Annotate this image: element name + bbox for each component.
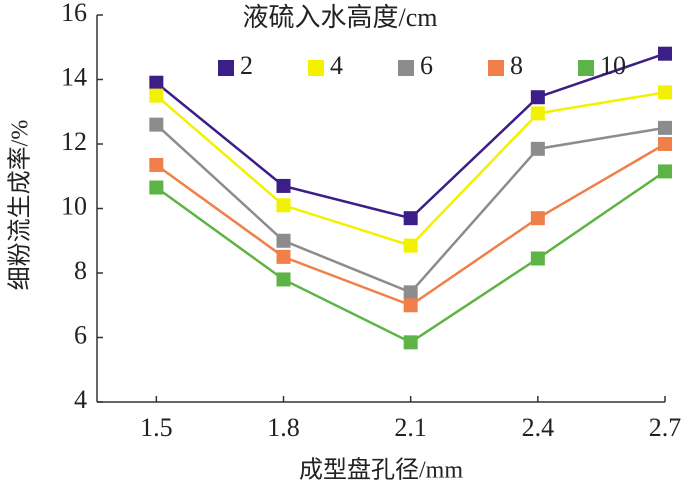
y-tick-label: 8	[74, 256, 87, 285]
point	[530, 211, 545, 226]
point	[149, 88, 164, 103]
point	[403, 285, 418, 300]
point	[658, 137, 672, 151]
legend-swatch	[488, 60, 504, 76]
y-tick-label: 12	[61, 127, 87, 156]
legend-label: 10	[600, 51, 626, 80]
x-tick-label: 2.4	[522, 413, 555, 442]
point	[403, 335, 418, 350]
legend-swatch	[218, 60, 234, 76]
y-tick-label: 14	[61, 62, 87, 91]
y-tick-label: 10	[61, 191, 87, 220]
point	[658, 46, 672, 61]
y-axis-title: 细粉流生成率/%	[7, 120, 34, 291]
point	[530, 106, 545, 121]
point	[276, 272, 291, 287]
point	[530, 251, 545, 266]
y-tick-label: 4	[74, 385, 87, 414]
point	[149, 157, 164, 172]
x-tick-label: 2.7	[649, 413, 682, 442]
series-line	[155, 123, 666, 294]
legend-label: 8	[510, 51, 523, 80]
legend-swatch	[578, 60, 594, 76]
x-tick-label: 1.8	[267, 413, 300, 442]
y-tick-label: 6	[74, 320, 87, 349]
point	[276, 233, 291, 248]
point	[658, 120, 672, 135]
series-line	[155, 170, 666, 344]
legend-label: 6	[420, 51, 433, 80]
point	[149, 180, 164, 195]
point	[149, 117, 164, 132]
legend-label: 2	[240, 51, 253, 80]
point	[276, 178, 291, 193]
point	[530, 90, 545, 105]
legend-label: 4	[330, 51, 343, 80]
point	[403, 298, 418, 313]
point	[658, 164, 672, 179]
legend-swatch	[308, 60, 324, 76]
point	[149, 75, 164, 90]
point	[403, 238, 418, 253]
x-tick-label: 2.1	[394, 413, 427, 442]
x-tick-label: 1.5	[140, 413, 173, 442]
point	[403, 211, 418, 226]
point	[530, 141, 545, 156]
point	[276, 198, 291, 213]
point	[276, 249, 291, 264]
y-tick-label: 16	[61, 0, 87, 27]
legend-title: 液硫入水高度/cm	[243, 3, 438, 32]
legend-swatch	[398, 60, 414, 76]
x-axis-title: 成型盘孔径/mm	[299, 457, 463, 484]
point	[658, 85, 672, 100]
